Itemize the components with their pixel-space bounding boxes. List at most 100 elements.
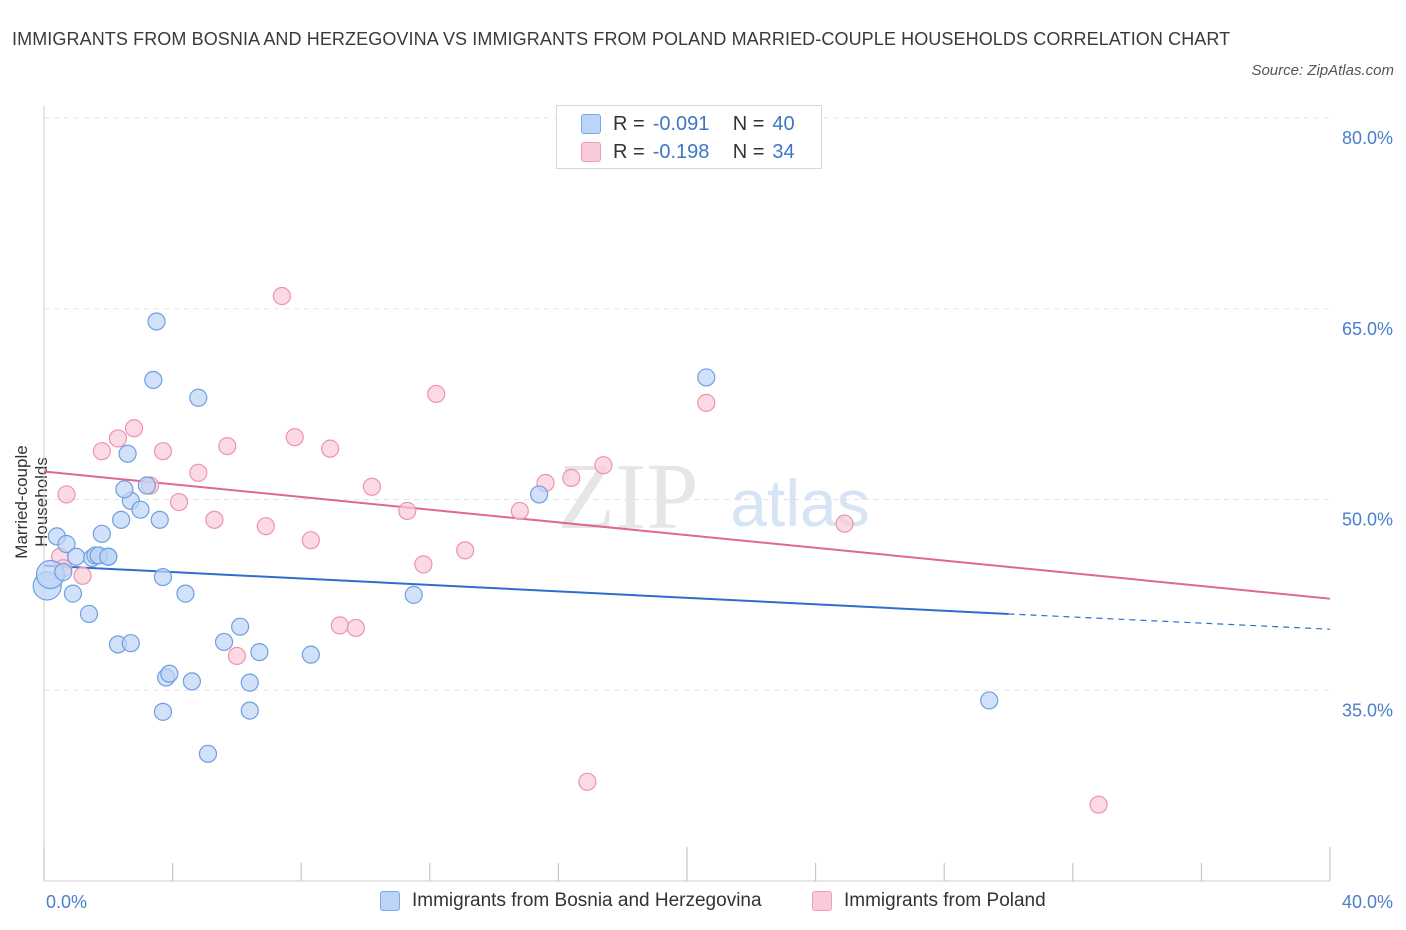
point-blue: [150, 510, 169, 529]
point-pink: [285, 428, 304, 447]
legend-r-label-pink: R =: [613, 140, 645, 163]
point-blue: [54, 562, 73, 582]
point-blue: [112, 510, 131, 529]
point-blue: [121, 634, 140, 653]
point-pink: [124, 419, 144, 438]
series-label-pink: Immigrants from Poland: [844, 890, 1046, 911]
point-pink: [108, 429, 128, 448]
point-blue: [214, 632, 234, 652]
y-tick-label: 65.0%: [1342, 319, 1393, 339]
point-blue: [147, 312, 166, 331]
x-tick-label-min: 0.0%: [46, 892, 87, 912]
point-blue: [153, 567, 173, 587]
point-blue: [176, 584, 195, 603]
point-pink: [57, 485, 76, 504]
legend-r-label-blue: R =: [613, 112, 645, 135]
series-label-blue: Immigrants from Bosnia and Herzegovina: [412, 890, 762, 911]
point-blue: [63, 584, 83, 603]
trend-lines: [43, 470, 1331, 630]
point-blue: [160, 664, 179, 683]
point-pink: [362, 477, 382, 496]
legend-swatch-blue: [581, 114, 601, 134]
point-blue: [137, 476, 156, 495]
point-pink: [73, 566, 92, 585]
trend-line-blue: [43, 564, 1009, 615]
point-pink: [218, 436, 237, 456]
point-blue: [530, 485, 549, 504]
legend-r-value-pink: -0.198: [652, 140, 710, 163]
legend-n-label-blue: N =: [732, 112, 765, 135]
series-swatch-blue: [380, 891, 400, 911]
point-pink: [594, 456, 613, 475]
point-pink: [189, 463, 208, 482]
point-blue: [240, 673, 259, 692]
point-pink: [301, 531, 320, 550]
point-blue: [240, 701, 259, 720]
point-pink: [562, 468, 581, 487]
series-legend-pink[interactable]: Immigrants from Poland: [812, 888, 1046, 914]
point-blue: [99, 547, 118, 566]
point-blue: [198, 744, 218, 763]
y-tick-label: 35.0%: [1342, 700, 1393, 720]
point-pink: [169, 492, 189, 512]
point-pink: [205, 510, 224, 529]
gridlines: [44, 117, 1330, 691]
point-blue: [980, 691, 999, 710]
point-pink: [456, 541, 475, 560]
tick-labels: 35.0% 50.0% 65.0% 80.0% 0.0% 40.0%: [46, 128, 1393, 912]
y-tick-label: 50.0%: [1342, 510, 1393, 530]
x-tick-label-max: 40.0%: [1342, 892, 1393, 912]
point-blue: [404, 585, 423, 604]
point-pink: [578, 772, 597, 791]
y-tick-label: 80.0%: [1342, 128, 1393, 148]
point-blue: [144, 370, 163, 390]
point-blue: [118, 444, 137, 463]
point-pink: [227, 646, 246, 666]
legend-n-value-blue: 40: [772, 112, 795, 135]
point-pink: [835, 514, 854, 533]
point-blue: [189, 388, 208, 407]
point-pink: [510, 501, 529, 521]
point-pink: [1089, 795, 1108, 814]
chart-title: IMMIGRANTS FROM BOSNIA AND HERZEGOVINA V…: [12, 29, 1231, 49]
point-pink: [697, 393, 716, 412]
data-points: [32, 286, 1108, 814]
point-blue: [131, 500, 150, 519]
point-pink: [272, 286, 292, 306]
point-pink: [414, 555, 433, 574]
legend-swatch-pink: [581, 142, 601, 162]
legend-n-value-pink: 34: [772, 140, 795, 163]
point-pink: [398, 501, 417, 521]
legend-row-blue: R = -0.091 N = 40: [581, 112, 795, 136]
point-blue: [92, 524, 111, 543]
point-blue: [67, 547, 86, 566]
point-blue: [182, 672, 201, 691]
legend-row-pink: R = -0.198 N = 34: [581, 140, 795, 164]
legend-n-label-pink: N =: [732, 140, 765, 163]
point-pink: [153, 442, 173, 461]
series-legend-blue[interactable]: Immigrants from Bosnia and Herzegovina: [380, 888, 762, 914]
point-pink: [330, 616, 349, 635]
axes: [43, 106, 1331, 882]
point-blue: [697, 368, 716, 387]
point-blue: [115, 480, 134, 499]
trend-line-blue-extension: [1008, 613, 1331, 630]
point-blue: [79, 604, 99, 624]
point-pink: [427, 384, 446, 404]
point-blue: [250, 642, 269, 662]
trend-line-pink: [43, 470, 1331, 600]
watermark-zip: ZIP: [558, 445, 699, 549]
point-pink: [256, 517, 275, 536]
source-label: Source: ZipAtlas.com: [1251, 62, 1394, 79]
point-pink: [92, 442, 111, 461]
correlation-legend: R = -0.091 N = 40 R = -0.198 N = 34: [556, 105, 822, 169]
point-blue: [301, 645, 320, 664]
legend-r-value-blue: -0.091: [652, 112, 710, 135]
point-blue: [231, 617, 250, 636]
point-pink: [321, 439, 340, 458]
point-pink: [346, 618, 365, 638]
point-blue: [57, 534, 76, 554]
series-swatch-pink: [812, 891, 832, 911]
point-blue: [153, 702, 173, 721]
